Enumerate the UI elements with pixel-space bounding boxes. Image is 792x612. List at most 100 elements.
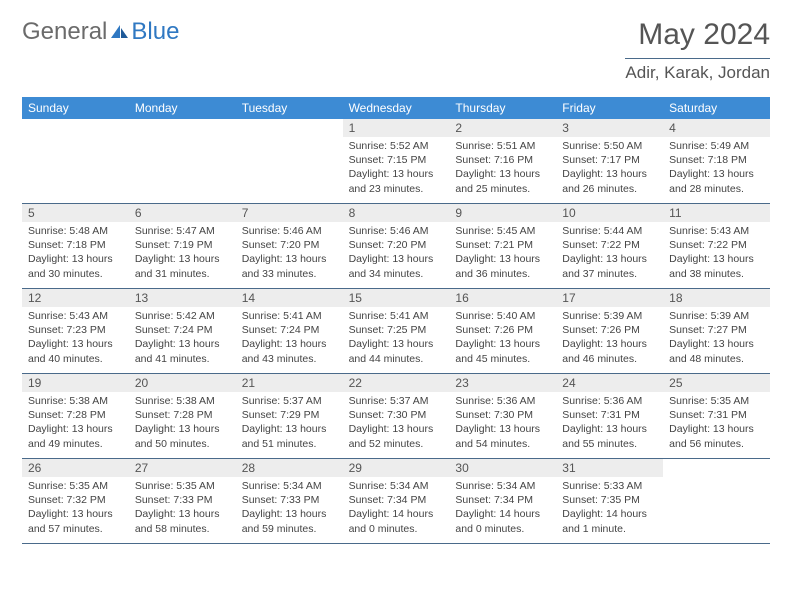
calendar-day: 9Sunrise: 5:45 AMSunset: 7:21 PMDaylight…	[449, 204, 556, 288]
calendar-day: 31Sunrise: 5:33 AMSunset: 7:35 PMDayligh…	[556, 459, 663, 543]
day-number: 9	[449, 204, 556, 222]
calendar-day: 8Sunrise: 5:46 AMSunset: 7:20 PMDaylight…	[343, 204, 450, 288]
day-details: Sunrise: 5:50 AMSunset: 7:17 PMDaylight:…	[556, 137, 663, 200]
calendar-week: 12Sunrise: 5:43 AMSunset: 7:23 PMDayligh…	[22, 289, 770, 374]
day-details: Sunrise: 5:47 AMSunset: 7:19 PMDaylight:…	[129, 222, 236, 285]
day-number: 14	[236, 289, 343, 307]
weekday-header: Monday	[129, 97, 236, 119]
day-number: 18	[663, 289, 770, 307]
calendar-week: 5Sunrise: 5:48 AMSunset: 7:18 PMDaylight…	[22, 204, 770, 289]
day-number: 10	[556, 204, 663, 222]
day-details: Sunrise: 5:39 AMSunset: 7:26 PMDaylight:…	[556, 307, 663, 370]
calendar-day: 5Sunrise: 5:48 AMSunset: 7:18 PMDaylight…	[22, 204, 129, 288]
day-details: Sunrise: 5:37 AMSunset: 7:29 PMDaylight:…	[236, 392, 343, 455]
logo-text-general: General	[22, 18, 107, 46]
day-number: 21	[236, 374, 343, 392]
logo-text-blue: Blue	[131, 18, 179, 46]
day-details: Sunrise: 5:43 AMSunset: 7:22 PMDaylight:…	[663, 222, 770, 285]
day-number: 3	[556, 119, 663, 137]
calendar-day: 15Sunrise: 5:41 AMSunset: 7:25 PMDayligh…	[343, 289, 450, 373]
calendar-day: 30Sunrise: 5:34 AMSunset: 7:34 PMDayligh…	[449, 459, 556, 543]
day-number: 7	[236, 204, 343, 222]
day-details: Sunrise: 5:35 AMSunset: 7:31 PMDaylight:…	[663, 392, 770, 455]
location: Adir, Karak, Jordan	[625, 63, 770, 83]
day-number: 11	[663, 204, 770, 222]
calendar-day: 2Sunrise: 5:51 AMSunset: 7:16 PMDaylight…	[449, 119, 556, 203]
calendar-day: 22Sunrise: 5:37 AMSunset: 7:30 PMDayligh…	[343, 374, 450, 458]
day-details: Sunrise: 5:38 AMSunset: 7:28 PMDaylight:…	[129, 392, 236, 455]
calendar-day: 3Sunrise: 5:50 AMSunset: 7:17 PMDaylight…	[556, 119, 663, 203]
calendar-week: 19Sunrise: 5:38 AMSunset: 7:28 PMDayligh…	[22, 374, 770, 459]
weekday-header: Wednesday	[343, 97, 450, 119]
weekday-header: Thursday	[449, 97, 556, 119]
day-details: Sunrise: 5:45 AMSunset: 7:21 PMDaylight:…	[449, 222, 556, 285]
weekday-header: Saturday	[663, 97, 770, 119]
day-number: 5	[22, 204, 129, 222]
day-number: 22	[343, 374, 450, 392]
day-number: 28	[236, 459, 343, 477]
day-details: Sunrise: 5:42 AMSunset: 7:24 PMDaylight:…	[129, 307, 236, 370]
calendar-day: 16Sunrise: 5:40 AMSunset: 7:26 PMDayligh…	[449, 289, 556, 373]
day-details: Sunrise: 5:43 AMSunset: 7:23 PMDaylight:…	[22, 307, 129, 370]
calendar-day: 27Sunrise: 5:35 AMSunset: 7:33 PMDayligh…	[129, 459, 236, 543]
day-number: 23	[449, 374, 556, 392]
calendar-day: 6Sunrise: 5:47 AMSunset: 7:19 PMDaylight…	[129, 204, 236, 288]
calendar-day: 13Sunrise: 5:42 AMSunset: 7:24 PMDayligh…	[129, 289, 236, 373]
day-details: Sunrise: 5:33 AMSunset: 7:35 PMDaylight:…	[556, 477, 663, 540]
calendar-day: .	[663, 459, 770, 543]
day-number: 29	[343, 459, 450, 477]
calendar: SundayMondayTuesdayWednesdayThursdayFrid…	[22, 97, 770, 544]
day-number: 4	[663, 119, 770, 137]
weekday-header: Tuesday	[236, 97, 343, 119]
calendar-day: 23Sunrise: 5:36 AMSunset: 7:30 PMDayligh…	[449, 374, 556, 458]
calendar-day: 26Sunrise: 5:35 AMSunset: 7:32 PMDayligh…	[22, 459, 129, 543]
weekday-header-row: SundayMondayTuesdayWednesdayThursdayFrid…	[22, 97, 770, 119]
day-details: Sunrise: 5:41 AMSunset: 7:24 PMDaylight:…	[236, 307, 343, 370]
day-details: Sunrise: 5:51 AMSunset: 7:16 PMDaylight:…	[449, 137, 556, 200]
day-details: Sunrise: 5:38 AMSunset: 7:28 PMDaylight:…	[22, 392, 129, 455]
calendar-day: 1Sunrise: 5:52 AMSunset: 7:15 PMDaylight…	[343, 119, 450, 203]
day-details: Sunrise: 5:41 AMSunset: 7:25 PMDaylight:…	[343, 307, 450, 370]
day-number: 26	[22, 459, 129, 477]
calendar-week: 26Sunrise: 5:35 AMSunset: 7:32 PMDayligh…	[22, 459, 770, 544]
weekday-header: Sunday	[22, 97, 129, 119]
calendar-weeks: ...1Sunrise: 5:52 AMSunset: 7:15 PMDayli…	[22, 119, 770, 544]
day-number: 6	[129, 204, 236, 222]
day-details: Sunrise: 5:48 AMSunset: 7:18 PMDaylight:…	[22, 222, 129, 285]
calendar-day: 18Sunrise: 5:39 AMSunset: 7:27 PMDayligh…	[663, 289, 770, 373]
day-number: 15	[343, 289, 450, 307]
day-number: 19	[22, 374, 129, 392]
day-number: 20	[129, 374, 236, 392]
day-details: Sunrise: 5:34 AMSunset: 7:34 PMDaylight:…	[343, 477, 450, 540]
logo-sail-icon	[109, 24, 129, 40]
calendar-week: ...1Sunrise: 5:52 AMSunset: 7:15 PMDayli…	[22, 119, 770, 204]
weekday-header: Friday	[556, 97, 663, 119]
day-details: Sunrise: 5:36 AMSunset: 7:31 PMDaylight:…	[556, 392, 663, 455]
day-number: 27	[129, 459, 236, 477]
day-details: Sunrise: 5:44 AMSunset: 7:22 PMDaylight:…	[556, 222, 663, 285]
day-details: Sunrise: 5:46 AMSunset: 7:20 PMDaylight:…	[236, 222, 343, 285]
day-number: 1	[343, 119, 450, 137]
calendar-day: 28Sunrise: 5:34 AMSunset: 7:33 PMDayligh…	[236, 459, 343, 543]
day-number: 2	[449, 119, 556, 137]
calendar-day: 25Sunrise: 5:35 AMSunset: 7:31 PMDayligh…	[663, 374, 770, 458]
day-number: 17	[556, 289, 663, 307]
day-details: Sunrise: 5:49 AMSunset: 7:18 PMDaylight:…	[663, 137, 770, 200]
day-details: Sunrise: 5:34 AMSunset: 7:33 PMDaylight:…	[236, 477, 343, 540]
calendar-day: .	[129, 119, 236, 203]
day-number: 24	[556, 374, 663, 392]
calendar-day: 20Sunrise: 5:38 AMSunset: 7:28 PMDayligh…	[129, 374, 236, 458]
calendar-day: 4Sunrise: 5:49 AMSunset: 7:18 PMDaylight…	[663, 119, 770, 203]
title-block: May 2024 Adir, Karak, Jordan	[625, 18, 770, 83]
calendar-day: .	[236, 119, 343, 203]
day-details: Sunrise: 5:39 AMSunset: 7:27 PMDaylight:…	[663, 307, 770, 370]
day-details: Sunrise: 5:46 AMSunset: 7:20 PMDaylight:…	[343, 222, 450, 285]
calendar-day: 24Sunrise: 5:36 AMSunset: 7:31 PMDayligh…	[556, 374, 663, 458]
day-number: 31	[556, 459, 663, 477]
day-details: Sunrise: 5:35 AMSunset: 7:32 PMDaylight:…	[22, 477, 129, 540]
calendar-day: 10Sunrise: 5:44 AMSunset: 7:22 PMDayligh…	[556, 204, 663, 288]
calendar-day: 14Sunrise: 5:41 AMSunset: 7:24 PMDayligh…	[236, 289, 343, 373]
calendar-day: 19Sunrise: 5:38 AMSunset: 7:28 PMDayligh…	[22, 374, 129, 458]
day-number: 16	[449, 289, 556, 307]
day-number: 25	[663, 374, 770, 392]
